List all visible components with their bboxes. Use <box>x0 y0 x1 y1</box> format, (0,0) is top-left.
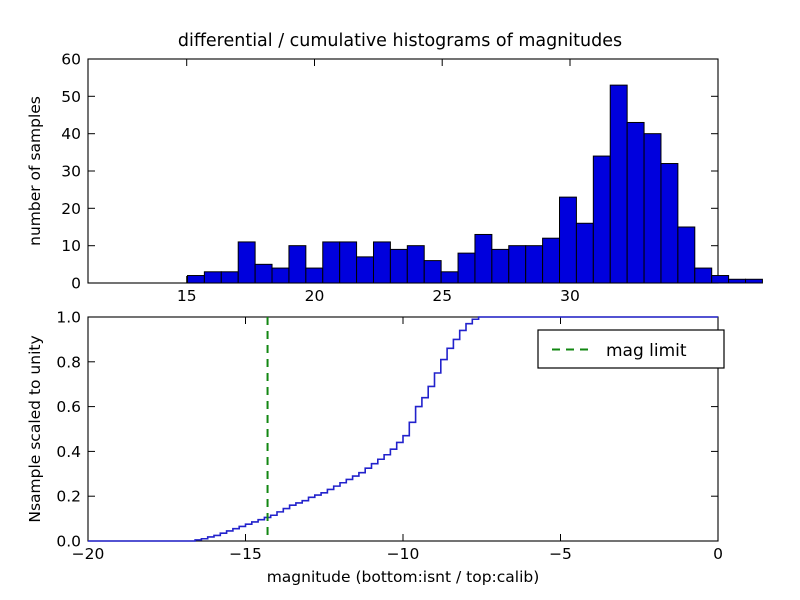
top-panel-x-axis: 15 20 25 30 <box>177 59 580 305</box>
bottom-x-tick-m20: −20 <box>72 545 105 563</box>
histogram-bar <box>694 267 713 284</box>
histogram-bar <box>203 271 222 284</box>
bottom-y-tick-06: 0.6 <box>56 398 81 416</box>
histogram-bar <box>559 196 577 284</box>
histogram-bar <box>305 267 324 284</box>
histogram-bar <box>322 241 341 284</box>
histogram-bar <box>271 267 290 284</box>
bottom-y-tick-08: 0.8 <box>56 353 81 371</box>
bottom-x-tick-m15: −15 <box>229 545 262 563</box>
top-y-tick-0: 0 <box>71 275 81 293</box>
histogram-bar <box>745 278 763 284</box>
histogram-bar <box>525 245 544 284</box>
top-y-tick-50: 50 <box>61 88 81 106</box>
histogram-bar <box>423 260 442 284</box>
histogram-bar <box>339 241 358 284</box>
top-panel-ylabel: number of samples <box>26 96 44 246</box>
bottom-x-tick-m5: −5 <box>549 545 572 563</box>
bottom-y-tick-1: 1.0 <box>56 309 81 327</box>
histogram-bar <box>643 133 662 284</box>
top-y-tick-40: 40 <box>61 125 81 143</box>
cumulative-curve <box>88 316 718 542</box>
bottom-panel: 0.0 0.2 0.4 0.6 0.8 1.0 −20 −15 <box>26 309 725 586</box>
top-y-tick-10: 10 <box>61 237 81 255</box>
histogram-bar <box>186 275 205 284</box>
bottom-x-tick-m10: −10 <box>387 545 420 563</box>
figure-title: differential / cumulative histograms of … <box>178 31 622 51</box>
legend[interactable]: mag limit <box>537 329 725 369</box>
bottom-x-tick-0: 0 <box>713 545 723 563</box>
bottom-y-tick-0: 0.0 <box>56 533 81 551</box>
histogram-bar <box>575 222 594 284</box>
histogram-bar <box>728 278 747 284</box>
histogram-bars <box>186 84 763 284</box>
top-x-tick-25: 25 <box>432 287 452 305</box>
top-y-tick-20: 20 <box>61 200 81 218</box>
top-y-tick-30: 30 <box>61 163 81 181</box>
histogram-bar <box>677 226 696 284</box>
bottom-y-tick-02: 0.2 <box>56 488 81 506</box>
cumulative-curve-group <box>88 316 718 542</box>
histogram-bar <box>220 271 239 284</box>
top-panel-y-axis: 0 10 20 30 40 50 60 <box>61 51 718 293</box>
histogram-bar <box>457 252 476 284</box>
histogram-bar <box>372 241 391 284</box>
bottom-panel-y-axis: 0.0 0.2 0.4 0.6 0.8 1.0 <box>56 309 718 551</box>
histogram-bar <box>609 84 628 284</box>
histogram-bar <box>592 155 611 284</box>
histogram-bar <box>660 163 679 284</box>
bottom-y-tick-04: 0.4 <box>56 443 81 461</box>
bottom-panel-ylabel: Nsample scaled to unity <box>26 335 44 522</box>
top-x-tick-30: 30 <box>560 287 580 305</box>
histogram-bar <box>626 121 645 284</box>
top-x-tick-15: 15 <box>177 287 197 305</box>
legend-label-mag-limit: mag limit <box>606 341 687 361</box>
histogram-bar <box>237 241 256 284</box>
top-panel: 0 10 20 30 40 50 60 15 20 25 <box>26 51 763 305</box>
top-x-tick-20: 20 <box>305 287 325 305</box>
histogram-bar <box>406 245 425 284</box>
histogram-bar <box>440 271 459 284</box>
histogram-bar <box>254 263 273 284</box>
bottom-panel-x-axis: −20 −15 −10 −5 0 <box>72 317 723 563</box>
histogram-bar <box>288 245 307 284</box>
top-y-tick-60: 60 <box>61 51 81 69</box>
histogram-bar <box>711 275 730 284</box>
bottom-panel-xlabel: magnitude (bottom:isnt / top:calib) <box>267 568 540 586</box>
histogram-bar <box>508 245 527 284</box>
histogram-bar <box>356 256 374 284</box>
histogram-bar <box>542 237 561 284</box>
histogram-bar <box>474 233 493 284</box>
histogram-bar <box>491 248 510 284</box>
histogram-bar <box>389 248 408 284</box>
